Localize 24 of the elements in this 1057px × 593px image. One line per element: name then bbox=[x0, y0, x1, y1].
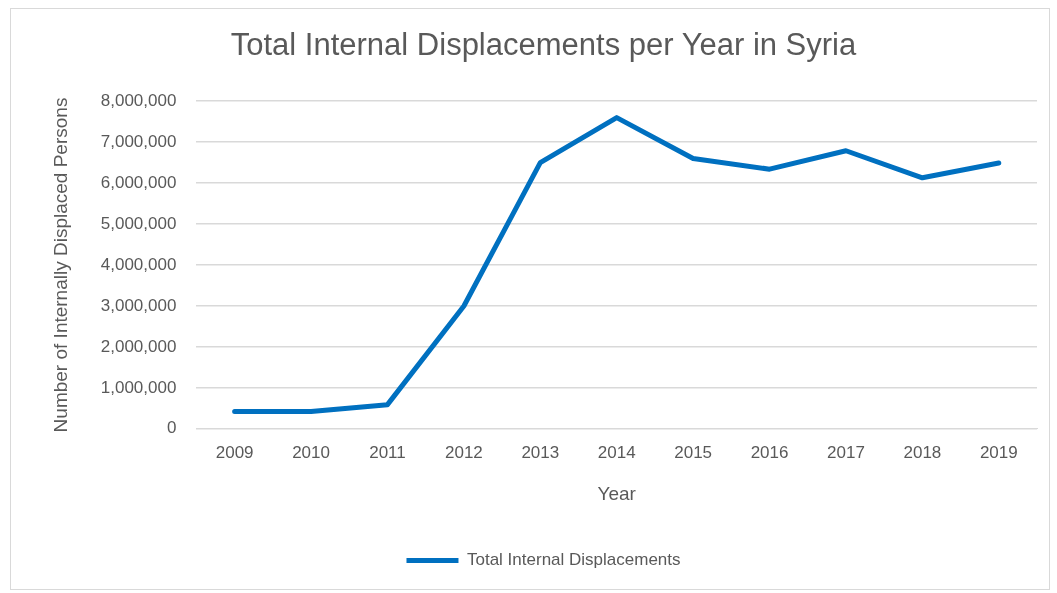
x-tick-label: 2011 bbox=[369, 442, 406, 462]
x-tick-label: 2010 bbox=[292, 442, 330, 462]
x-tick-label: 2009 bbox=[215, 442, 254, 462]
y-tick-label: 5,000,000 bbox=[100, 213, 177, 233]
y-tick-label: 1,000,000 bbox=[100, 377, 177, 397]
y-tick-label: 0 bbox=[166, 418, 177, 438]
x-tick-label: 2019 bbox=[979, 442, 1018, 462]
x-tick-label: 2014 bbox=[597, 442, 636, 462]
x-tick-label: 2016 bbox=[750, 442, 789, 462]
x-tick-label: 2012 bbox=[444, 442, 483, 462]
y-tick-label: 4,000,000 bbox=[100, 254, 177, 274]
x-tick-label: 2013 bbox=[521, 442, 560, 462]
legend-label: Total Internal Displacements bbox=[466, 550, 681, 570]
y-tick-label: 7,000,000 bbox=[100, 131, 177, 151]
x-axis-title: Year bbox=[597, 482, 637, 504]
x-tick-label: 2017 bbox=[827, 442, 865, 462]
x-tick-label: 2018 bbox=[903, 442, 942, 462]
chart-title: Total Internal Displacements per Year in Syria bbox=[230, 27, 857, 63]
y-tick-label: 2,000,000 bbox=[100, 336, 177, 356]
y-tick-label: 6,000,000 bbox=[100, 172, 177, 192]
x-tick-label: 2015 bbox=[674, 442, 713, 462]
y-tick-label: 3,000,000 bbox=[100, 295, 177, 315]
y-axis-title: Number of Internally Displaced Persons bbox=[49, 97, 71, 433]
y-tick-label: 8,000,000 bbox=[100, 90, 177, 110]
